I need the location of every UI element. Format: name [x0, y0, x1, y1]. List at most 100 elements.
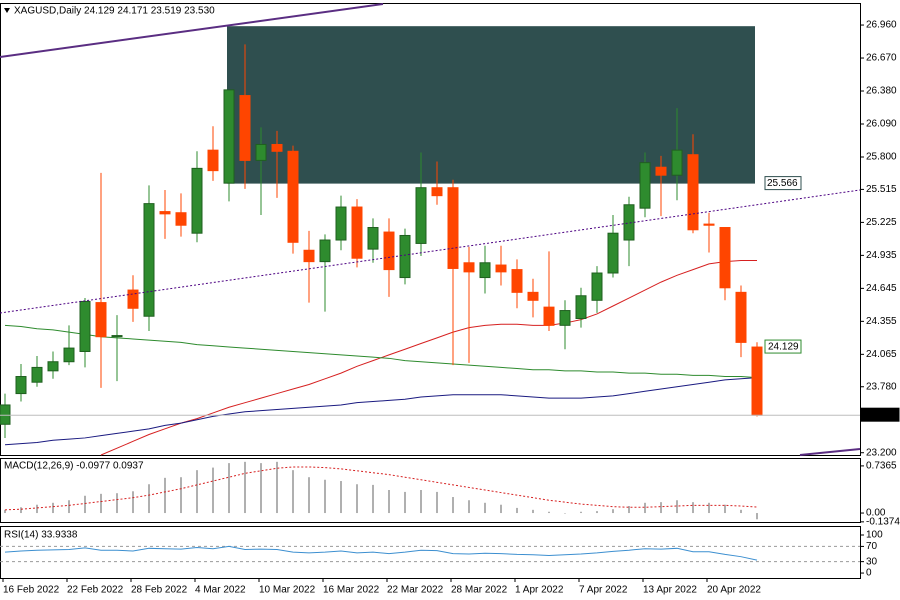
macd-bar [212, 467, 214, 514]
macd-bar [548, 511, 550, 514]
candle-body [175, 212, 187, 226]
macd-bar [628, 506, 630, 514]
candle-body [95, 302, 107, 338]
candle-body [543, 306, 555, 326]
macd-bar [420, 490, 422, 514]
x-tick-label: 28 Feb 2022 [131, 585, 188, 596]
macd-bar [164, 477, 166, 514]
channel-line [0, 3, 384, 58]
macd-bar [52, 502, 54, 514]
price-label-box [764, 339, 802, 354]
candle-body [671, 149, 683, 176]
candle-body [495, 264, 507, 273]
candle-body [479, 262, 491, 279]
x-tick-label: 4 Mar 2022 [195, 585, 246, 596]
candle-body [735, 291, 747, 343]
price-label: 24.129 [768, 342, 799, 353]
candle-body [0, 404, 11, 425]
y-tick-label: 100 [866, 530, 883, 541]
moving-average [4, 324, 758, 379]
candle-body [399, 234, 411, 279]
rsi-line [4, 545, 758, 561]
candle-body [751, 346, 763, 416]
macd-title: MACD(12,26,9) -0.0977 0.0937 [4, 461, 144, 472]
macd-bar [612, 509, 614, 514]
macd-bar [532, 509, 534, 514]
macd-bar [116, 493, 118, 514]
y-tick-label: 70 [866, 541, 878, 552]
y-tick-label: 26.960 [866, 20, 897, 31]
candle-body [511, 269, 523, 293]
macd-bar [4, 509, 6, 514]
candle-body [239, 95, 251, 161]
y-tick-label: 25.515 [866, 184, 897, 195]
macd-bar [596, 511, 598, 514]
candle-body [303, 249, 315, 263]
candle-body [319, 239, 331, 263]
candle-body [191, 167, 203, 234]
candle-body [703, 223, 715, 226]
rsi-title: RSI(14) 33.9338 [4, 530, 78, 541]
candle-body [639, 162, 651, 209]
y-tick-label: 26.670 [866, 53, 897, 64]
moving-average [4, 377, 758, 446]
macd-bar [516, 507, 518, 514]
macd-bar [468, 500, 470, 514]
macd-pane [0, 458, 861, 523]
candle-body [591, 272, 603, 301]
x-tick-label: 1 Apr 2022 [515, 585, 564, 596]
macd-bar [756, 513, 758, 520]
candle-body [143, 203, 155, 317]
y-tick-label: 24.355 [866, 316, 897, 327]
price-label: 23.530 [864, 410, 895, 421]
macd-bar [676, 500, 678, 514]
x-tick-label: 22 Feb 2022 [67, 585, 124, 596]
moving-average [100, 259, 757, 456]
signal-line [4, 466, 758, 511]
candle-body [463, 262, 475, 273]
x-tick-label: 22 Mar 2022 [387, 585, 444, 596]
macd-bar [180, 477, 182, 514]
x-tick-label: 20 Apr 2022 [707, 585, 761, 596]
macd-bar [660, 502, 662, 514]
macd-bar [372, 484, 374, 514]
main-pane [0, 3, 861, 456]
candle-body [447, 187, 459, 269]
candle-body [575, 295, 587, 320]
macd-bar [708, 502, 710, 514]
candle-body [79, 300, 91, 352]
macd-bar [260, 463, 262, 514]
candle-body [367, 227, 379, 250]
macd-bar [292, 470, 294, 514]
candle-body [207, 149, 219, 172]
macd-bar [132, 491, 134, 514]
x-tick-label: 16 Mar 2022 [323, 585, 380, 596]
y-tick-label: 0.00 [866, 508, 886, 519]
candle-body [687, 154, 699, 231]
macd-bar [564, 513, 566, 514]
zone [227, 26, 755, 184]
y-tick-label: 0.7365 [866, 461, 897, 472]
candle-body [63, 347, 75, 363]
macd-bar [228, 463, 230, 514]
candle-body [271, 143, 283, 152]
candle-body [383, 231, 395, 271]
macd-bar [276, 461, 278, 514]
candle-body [287, 150, 299, 243]
candle-body [255, 143, 267, 161]
macd-bar [308, 477, 310, 514]
macd-bar [36, 504, 38, 514]
macd-bar [324, 479, 326, 514]
macd-bar [404, 491, 406, 514]
candle-body [223, 89, 235, 184]
macd-bar [644, 502, 646, 514]
x-tick-label: 7 Apr 2022 [579, 585, 628, 596]
x-tick-label: 28 Mar 2022 [451, 585, 508, 596]
menu-arrow[interactable] [4, 8, 10, 13]
macd-bar [580, 511, 582, 514]
x-tick-label: 13 Apr 2022 [643, 585, 697, 596]
y-tick-label: 26.380 [866, 86, 897, 97]
macd-bar [340, 481, 342, 514]
